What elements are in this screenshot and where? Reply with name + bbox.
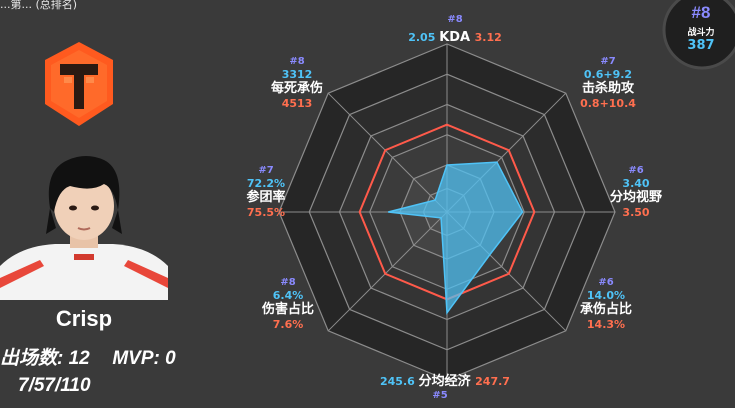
axis-rank: #7 [600, 56, 616, 67]
axis-name: 分均经济 [418, 374, 476, 389]
combat-power-value: 387 [687, 38, 715, 53]
axis-name: 参团率 [246, 190, 286, 206]
axis-rank: #6 [628, 165, 644, 176]
axis-player-value: 0.6+9.2 [583, 68, 633, 81]
radar-axis-label: #7 72.2% 参团率 75.5% [206, 165, 326, 219]
axis-rank: #6 [598, 277, 614, 288]
axis-player-value: 3.40 [622, 177, 650, 190]
radar-axis-label: 245.6 分均经济 247.7 #5 [380, 370, 510, 402]
axis-average-value: 247.7 [475, 375, 510, 388]
radar-axis-label: #6 14.0% 承伤占比 14.3% [546, 277, 666, 331]
player-name: Crisp [55, 306, 113, 331]
axis-average-value: 14.3% [586, 317, 626, 331]
axis-average-value: 0.8+10.4 [580, 96, 636, 110]
axis-rank: #8 [280, 277, 296, 288]
player-photo-avatar [0, 148, 168, 300]
axis-average-value: 7.6% [272, 317, 304, 331]
axis-rank: #8 [447, 14, 463, 25]
axis-name: 分均视野 [609, 190, 662, 206]
radar-axis-label: #8 2.05 KDA 3.12 [395, 14, 515, 46]
radar-spoke [327, 92, 448, 213]
combat-power-label: 战斗力 [687, 28, 715, 38]
axis-player-value: 72.2% [246, 177, 286, 190]
axis-average-value: 75.5% [246, 205, 286, 219]
axis-rank: #8 [289, 56, 305, 67]
axis-rank: #5 [432, 389, 448, 401]
axis-name: 伤害占比 [261, 302, 314, 318]
kda-record: 7/57/110 [18, 375, 91, 396]
player-appearance-stats: 出场数: 12 MVP: 0 [0, 343, 176, 370]
axis-name: KDA [439, 30, 475, 45]
axis-player-value: 2.05 [408, 31, 440, 44]
radar-player-series [388, 161, 524, 315]
axis-rank: #7 [258, 165, 274, 176]
header-title: ...第... (总排名) [0, 0, 78, 10]
tes-team-logo-icon [45, 42, 113, 126]
axis-average-value: 4513 [281, 96, 313, 110]
combat-power-rank: #8 [691, 3, 711, 22]
appearances-label: 出场数: [0, 348, 64, 369]
combat-power-badge [662, 0, 735, 70]
radar-axis-label: #8 3312 每死承伤 4513 [237, 56, 357, 110]
axis-player-value: 6.4% [272, 289, 304, 302]
axis-player-value: 3312 [281, 68, 313, 81]
axis-name: 承伤占比 [579, 302, 632, 318]
radar-axis-label: #7 0.6+9.2 击杀助攻 0.8+10.4 [548, 56, 668, 110]
mvp-value: 0 [165, 348, 176, 369]
radar-axis-label: #6 3.40 分均视野 3.50 [576, 165, 696, 219]
player-panel: ...第... (总排名) Crisp 出场数: [0, 0, 200, 408]
axis-player-value: 245.6 [380, 375, 419, 388]
axis-name: 击杀助攻 [581, 81, 634, 97]
axis-average-value: 3.50 [622, 205, 650, 219]
axis-name: 每死承伤 [270, 81, 323, 97]
mvp-label: MVP: [112, 348, 160, 369]
axis-average-value: 3.12 [474, 31, 502, 44]
appearances-value: 12 [68, 348, 90, 369]
axis-player-value: 14.0% [586, 289, 626, 302]
radar-spoke [327, 211, 448, 332]
radar-axis-label: #8 6.4% 伤害占比 7.6% [228, 277, 348, 331]
